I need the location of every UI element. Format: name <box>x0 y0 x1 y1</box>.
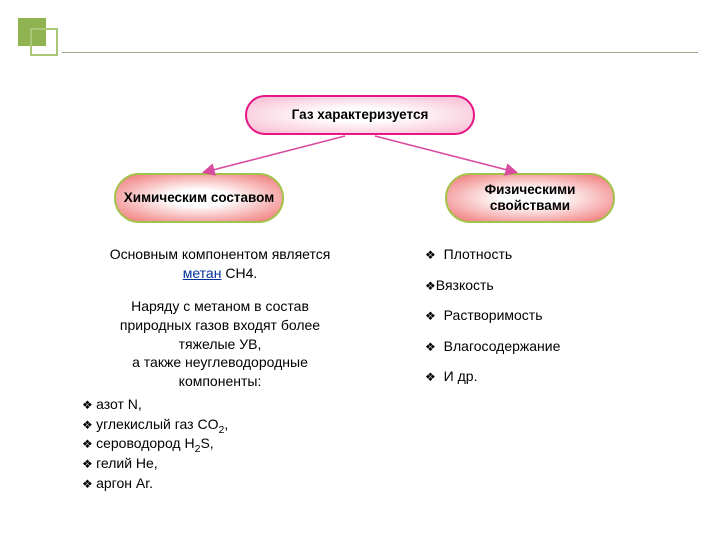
node-right-label: Физическими свойствами <box>447 182 613 214</box>
property-item: И др. <box>425 367 675 387</box>
left-intro: Основным компонентом является метан CH4. <box>60 245 380 283</box>
component-item: аргон Ar. <box>82 474 380 494</box>
property-item: Растворимость <box>425 306 675 326</box>
methane-formula: CH4 <box>225 265 253 281</box>
property-item: Влагосодержание <box>425 337 675 357</box>
left-para2: Наряду с метаном в состав природных газо… <box>60 297 380 391</box>
property-item: Вязкость <box>425 276 675 296</box>
component-item: углекислый газ CO2, <box>82 415 380 435</box>
horizontal-rule <box>62 52 698 53</box>
component-item: гелий He, <box>82 454 380 474</box>
node-left-label: Химическим составом <box>124 190 274 206</box>
methane-link: метан <box>183 265 222 281</box>
arrow-right <box>375 136 515 172</box>
node-top: Газ характеризуется <box>245 95 475 135</box>
left-column: Основным компонентом является метан CH4.… <box>60 245 380 493</box>
node-top-label: Газ характеризуется <box>292 107 429 123</box>
component-item: сероводород H2S, <box>82 434 380 454</box>
property-item: Плотность <box>425 245 675 265</box>
intro-prefix: Основным компонентом является <box>110 246 331 262</box>
square-front <box>30 28 58 56</box>
arrows <box>170 132 550 182</box>
components-list: азот N,углекислый газ CO2,сероводород H2… <box>60 395 380 493</box>
component-item: азот N, <box>82 395 380 415</box>
properties-list: Плотность Вязкость Растворимость Влагосод… <box>425 245 675 387</box>
arrow-left <box>205 136 345 172</box>
right-column: Плотность Вязкость Растворимость Влагосод… <box>425 245 675 398</box>
